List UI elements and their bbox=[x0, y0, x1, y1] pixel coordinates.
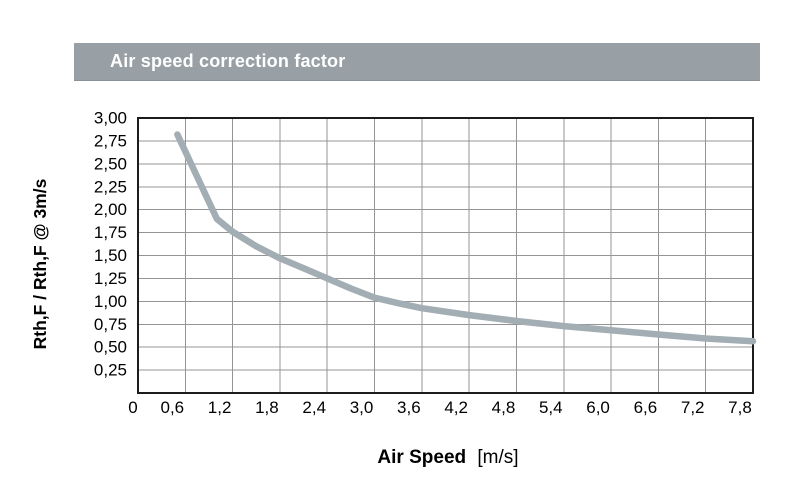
x-tick-label: 7,8 bbox=[728, 398, 752, 417]
grid bbox=[138, 118, 753, 393]
x-tick-label: 7,2 bbox=[681, 398, 705, 417]
chart-title: Air speed correction factor bbox=[110, 51, 346, 71]
y-tick-label: 2,75 bbox=[94, 131, 127, 150]
title-bar: Air speed correction factor bbox=[74, 43, 760, 81]
y-axis-ticks: 3,00 2,75 2,50 2,25 2,00 1,75 1,50 1,25 1,00 0,75… bbox=[94, 109, 127, 380]
y-tick-label: 1,25 bbox=[94, 269, 127, 288]
x-axis-title-main: Air Speed bbox=[377, 447, 466, 468]
x-tick-label: 6,6 bbox=[634, 398, 658, 417]
y-tick-label: 1,00 bbox=[94, 292, 127, 311]
correction-curve bbox=[174, 131, 757, 345]
x-tick-label: 4,2 bbox=[444, 398, 468, 417]
x-tick-label: 1,8 bbox=[255, 398, 279, 417]
y-tick-label: 0,25 bbox=[94, 361, 127, 380]
x-tick-label: 5,4 bbox=[539, 398, 563, 417]
x-axis-title-unit: [m/s] bbox=[477, 447, 518, 468]
x-axis-title: Air Speed [m/s] bbox=[377, 447, 518, 468]
y-tick-label: 2,50 bbox=[94, 154, 127, 173]
y-tick-label: 0,50 bbox=[94, 338, 127, 357]
x-tick-label: 0 bbox=[128, 398, 137, 417]
y-tick-label: 2,25 bbox=[94, 177, 127, 196]
y-tick-label: 3,00 bbox=[94, 109, 127, 128]
y-tick-label: 1,50 bbox=[94, 246, 127, 265]
plot-border bbox=[137, 117, 754, 394]
y-tick-label: 0,75 bbox=[94, 315, 127, 334]
series-group bbox=[174, 131, 757, 345]
x-tick-label: 0,6 bbox=[160, 398, 184, 417]
x-tick-label: 3,6 bbox=[397, 398, 421, 417]
x-tick-label: 3,0 bbox=[350, 398, 374, 417]
y-axis-title: Rth,F / Rth,F @ 3m/s bbox=[30, 178, 50, 349]
x-tick-label: 1,2 bbox=[208, 398, 232, 417]
y-tick-label: 1,75 bbox=[94, 223, 127, 242]
x-tick-label: 2,4 bbox=[302, 398, 326, 417]
y-tick-label: 2,00 bbox=[94, 200, 127, 219]
x-tick-label: 4,8 bbox=[492, 398, 516, 417]
x-tick-label: 6,0 bbox=[586, 398, 610, 417]
x-axis-ticks: 0 0,6 1,2 1,8 2,4 3,0 3,6 4,2 4,8 5,4 6,0 6,6 7,2 7,8 bbox=[128, 398, 752, 417]
